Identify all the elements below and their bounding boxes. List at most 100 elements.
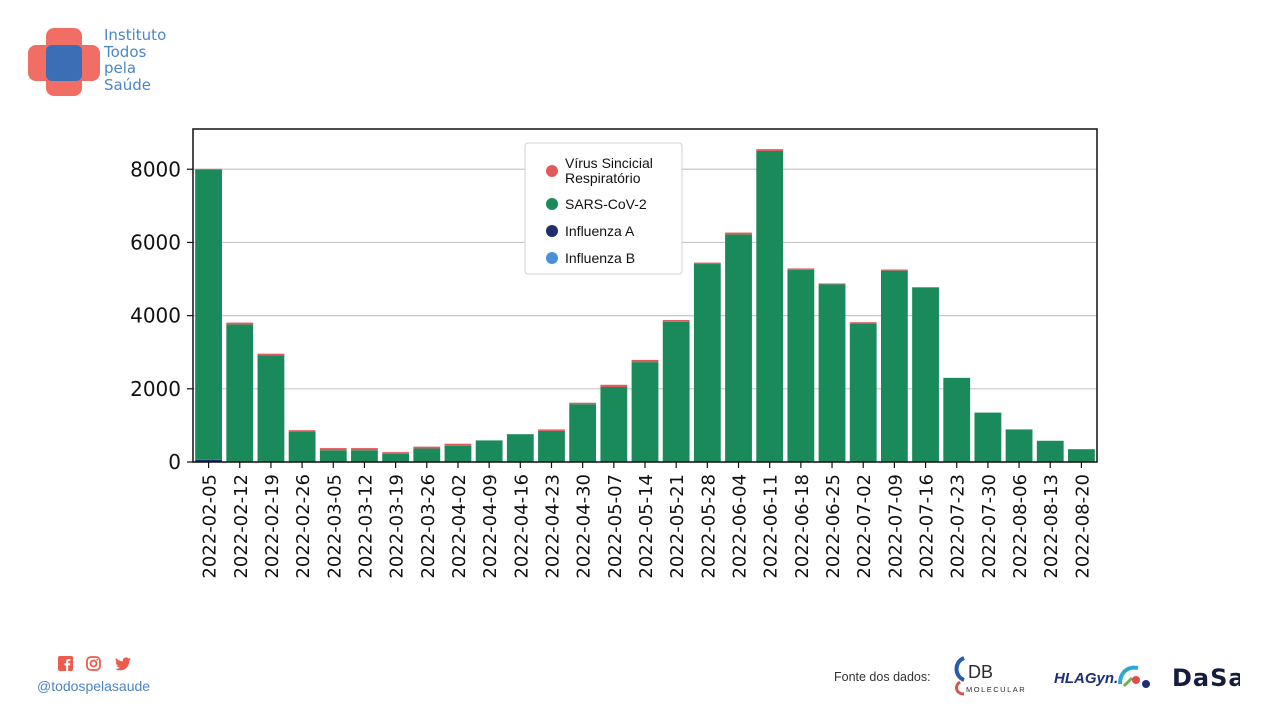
db-logo-text: DB [968, 662, 993, 682]
x-tick-label: 2022-06-18 [792, 474, 813, 579]
bar-segment [756, 149, 784, 151]
x-tick-label: 2022-02-05 [200, 474, 221, 579]
bar-segment [693, 262, 721, 265]
bar-segment [195, 168, 222, 170]
x-tick-label: 2022-04-30 [574, 474, 595, 579]
x-tick-label: 2022-07-23 [948, 474, 969, 579]
db-logo-subtext: MOLECULAR [966, 685, 1026, 694]
x-tick-label: 2022-05-07 [605, 474, 626, 579]
legend-marker [546, 198, 558, 210]
x-tick-label: 2022-05-21 [667, 474, 688, 579]
bar-segment [631, 359, 659, 363]
y-tick-label: 6000 [130, 230, 181, 254]
instituto-logo-mark [28, 28, 100, 96]
dasa-logo-text: DaSa [1172, 664, 1240, 692]
dasa-logo: DaSa [1172, 664, 1240, 692]
bar-segment [288, 430, 316, 432]
bar-segment [1005, 429, 1033, 462]
bar-segment [662, 321, 690, 462]
logo-text: Instituto Todos pela Saúde [104, 27, 166, 93]
db-molecular-logo: DB MOLECULAR [954, 656, 1026, 696]
bar-segment [319, 450, 347, 462]
legend-label-line: SARS-CoV-2 [565, 196, 647, 212]
instagram-icon[interactable] [86, 656, 102, 672]
x-tick-label: 2022-03-05 [324, 474, 345, 579]
bar-segment [413, 446, 441, 449]
bar-segment [756, 150, 784, 462]
logo-line: Todos [104, 42, 147, 61]
bar-segment [1068, 449, 1095, 462]
bar-segment [849, 323, 877, 462]
facebook-icon[interactable] [58, 656, 73, 672]
bar-segment [226, 322, 254, 325]
bar-segment [787, 268, 815, 270]
x-tick-label: 2022-06-25 [823, 474, 844, 579]
x-tick-label: 2022-05-28 [698, 474, 719, 579]
legend-label: Influenza B [565, 250, 635, 266]
bar-segment [600, 386, 628, 462]
x-tick-label: 2022-04-09 [480, 474, 501, 579]
bar-segment [1036, 440, 1064, 462]
legend-label-line: Vírus Sincicial [565, 155, 653, 171]
legend-marker [546, 252, 558, 264]
social-handle[interactable]: @todospelasaude [37, 678, 151, 694]
bar-segment [257, 355, 285, 462]
logo-line: Instituto [104, 26, 167, 44]
legend-label: Vírus Sincicial Respiratório [565, 155, 653, 186]
legend-box [524, 142, 683, 275]
bar-segment [912, 287, 939, 288]
legend-label: SARS-CoV-2 [565, 196, 647, 212]
x-tick-label: 2022-07-16 [917, 474, 938, 579]
twitter-icon[interactable] [114, 657, 131, 671]
y-tick-label: 2000 [130, 377, 181, 401]
x-tick-label: 2022-07-09 [885, 474, 906, 579]
legend-marker [546, 225, 558, 237]
x-tick-label: 2022-02-19 [262, 474, 283, 579]
bar-segment [538, 430, 565, 462]
bar-segment [569, 402, 597, 405]
bar-segment [506, 434, 534, 462]
bar-segment [818, 284, 846, 462]
bar-segment [818, 283, 846, 285]
bar-segment [257, 353, 285, 356]
bar-segment [880, 270, 908, 462]
x-tick-label: 2022-06-04 [730, 474, 751, 579]
bar-segment [538, 429, 565, 431]
social-icons [58, 655, 140, 673]
bar-segment [226, 324, 254, 462]
bar-segment [662, 320, 690, 322]
bar-segment [195, 459, 222, 462]
legend-label-line: Influenza A [565, 223, 635, 239]
x-tick-label: 2022-03-19 [387, 474, 408, 579]
legend-label: Influenza A [565, 223, 635, 239]
bar-segment [569, 404, 597, 462]
x-tick-label: 2022-03-12 [355, 474, 376, 579]
bar-segment [444, 445, 472, 462]
x-tick-label: 2022-06-11 [761, 474, 782, 579]
bar-segment [444, 443, 472, 446]
x-tick-label: 2022-08-06 [1010, 474, 1031, 579]
bar-segment [351, 450, 378, 462]
bar-segment [413, 448, 441, 462]
bar-segment [912, 287, 939, 462]
legend-marker [546, 165, 558, 177]
bar-segment [382, 452, 410, 454]
bar-segment [693, 264, 721, 462]
x-tick-label: 2022-08-13 [1041, 474, 1062, 579]
legend-label-line: Influenza B [565, 250, 635, 266]
logo-line: pela [104, 59, 137, 77]
logo-line: Saúde [104, 75, 151, 94]
bar-segment [943, 377, 971, 462]
bar-segment [382, 453, 410, 462]
bar-segment [787, 269, 815, 462]
x-tick-label: 2022-07-02 [854, 474, 875, 579]
x-tick-label: 2022-04-16 [511, 474, 532, 579]
bar-segment [725, 234, 752, 462]
bar-segment [880, 269, 908, 271]
bar-segment [631, 362, 659, 462]
legend-label-line: Respiratório [565, 170, 641, 186]
bar-segment [319, 448, 347, 451]
hlagyn-logo-text: HLAGyn. [1054, 670, 1118, 687]
data-source-label: Fonte dos dados: [834, 670, 931, 684]
x-tick-label: 2022-04-23 [542, 474, 563, 579]
